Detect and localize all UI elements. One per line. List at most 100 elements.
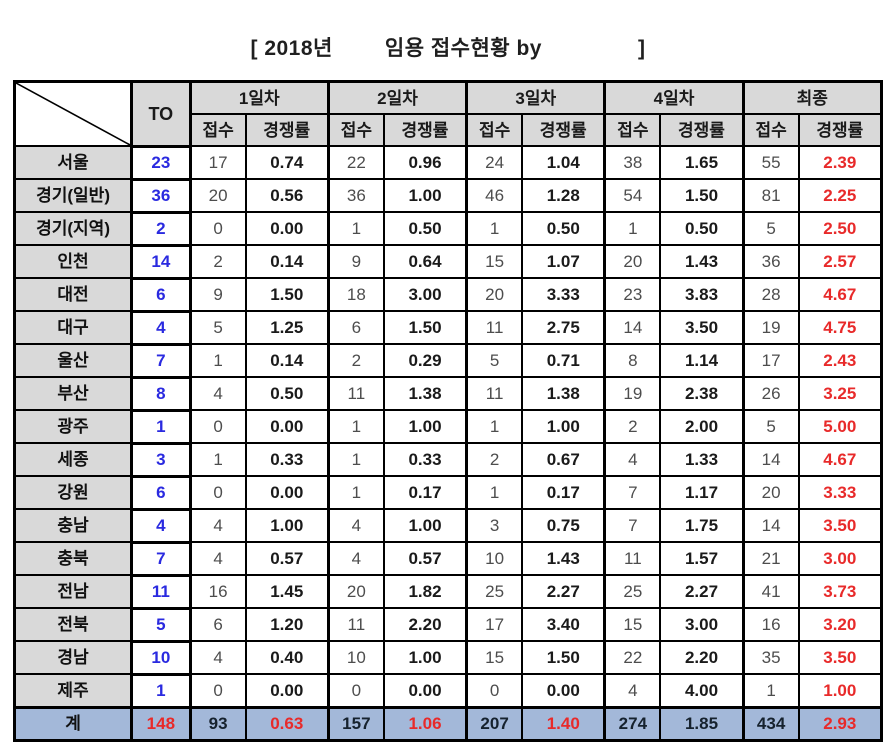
ratio-value: 1.50: [521, 640, 606, 675]
region-label: 충남: [13, 508, 133, 543]
ratio-value: 1.20: [244, 607, 330, 642]
ratio-value: 1.14: [659, 343, 745, 378]
apps-value: 3: [465, 508, 524, 543]
apps-value: 15: [465, 244, 524, 279]
apps-value: 2: [603, 409, 662, 444]
ratio-value: 0.00: [244, 475, 330, 510]
to-value: 4: [130, 507, 192, 544]
total-ratio-value: 2.93: [797, 705, 883, 741]
title-right: ]: [637, 37, 646, 60]
ratio-value: 0.96: [382, 145, 468, 180]
apps-value: 5: [741, 211, 800, 246]
apps-value: 20: [326, 574, 385, 609]
apps-value: 0: [326, 673, 385, 708]
apps-value: 2: [465, 442, 524, 477]
ratio-value: 1.50: [382, 310, 468, 345]
table-row: 부산 8 4 0.50 11 1.38 11 1.38 19 2.38 26 3.25: [13, 375, 883, 412]
ratio-value: 1.25: [244, 310, 330, 345]
region-label: 광주: [13, 409, 133, 444]
table-row: 경기(일반) 36 20 0.56 36 1.00 46 1.28 54 1.50 81 2.25: [13, 177, 883, 214]
apps-value: 23: [603, 277, 662, 312]
ratio-value: 0.17: [521, 475, 606, 510]
ratio-value: 1.50: [659, 178, 745, 213]
ratio-value: 3.83: [659, 277, 745, 312]
apps-value: 0: [188, 475, 247, 510]
region-label: 제주: [13, 673, 133, 708]
apps-value: 1: [465, 475, 524, 510]
apps-value: 1: [326, 409, 385, 444]
ratio-value: 1.00: [244, 508, 330, 543]
apps-value: 19: [741, 310, 800, 345]
total-ratio-value: 1.85: [659, 705, 745, 741]
to-value: 11: [130, 573, 192, 610]
region-label: 경남: [13, 640, 133, 675]
ratio-value: 1.50: [244, 277, 330, 312]
region-label: 세종: [13, 442, 133, 477]
apps-value: 11: [465, 376, 524, 411]
ratio-value: 0.40: [244, 640, 330, 675]
ratio-value: 3.00: [382, 277, 468, 312]
apps-value: 1: [188, 442, 247, 477]
subheader-apps: 접수: [326, 113, 385, 147]
apps-value: 46: [465, 178, 524, 213]
table-row: 대전 6 9 1.50 18 3.00 20 3.33 23 3.83 28 4.67: [13, 276, 883, 313]
table-row: 경남 10 4 0.40 10 1.00 15 1.50 22 2.20 35 3.50: [13, 639, 883, 676]
ratio-value: 2.00: [659, 409, 745, 444]
ratio-value: 4.75: [797, 310, 883, 345]
ratio-value: 3.73: [797, 574, 883, 609]
apps-value: 4: [188, 640, 247, 675]
total-ratio-value: 0.63: [244, 705, 330, 741]
ratio-value: 3.40: [521, 607, 606, 642]
ratio-value: 1.38: [382, 376, 468, 411]
to-value: 1: [130, 672, 192, 709]
ratio-value: 4.67: [797, 442, 883, 477]
ratio-value: 1.04: [521, 145, 606, 180]
ratio-value: 1.45: [244, 574, 330, 609]
ratio-value: 0.64: [382, 244, 468, 279]
table-row: 울산 7 1 0.14 2 0.29 5 0.71 8 1.14 17 2.43: [13, 342, 883, 379]
table-row: 대구 4 5 1.25 6 1.50 11 2.75 14 3.50 19 4.75: [13, 309, 883, 346]
ratio-value: 0.50: [521, 211, 606, 246]
total-row: 계 148 93 0.63 157 1.06 207 1.40 274 1.85 434 2.93: [13, 705, 883, 742]
apps-value: 11: [326, 607, 385, 642]
ratio-value: 3.00: [797, 541, 883, 576]
ratio-value: 0.00: [244, 211, 330, 246]
region-label: 대전: [13, 277, 133, 312]
apps-value: 5: [188, 310, 247, 345]
to-value: 23: [130, 144, 192, 181]
ratio-value: 0.74: [244, 145, 330, 180]
col-header-day2: 2일차: [326, 80, 468, 115]
ratio-value: 0.50: [659, 211, 745, 246]
apps-value: 10: [326, 640, 385, 675]
col-header-final: 최종: [741, 80, 883, 115]
ratio-value: 3.20: [797, 607, 883, 642]
apps-value: 19: [603, 376, 662, 411]
ratio-value: 3.33: [797, 475, 883, 510]
ratio-value: 0.29: [382, 343, 468, 378]
ratio-value: 2.25: [797, 178, 883, 213]
title-middle: 임용 접수현황 by: [384, 37, 542, 60]
ratio-value: 1.75: [659, 508, 745, 543]
apps-value: 38: [603, 145, 662, 180]
to-value: 3: [130, 441, 192, 478]
ratio-value: 1.82: [382, 574, 468, 609]
diagonal-line-icon: [16, 83, 130, 145]
apps-value: 1: [603, 211, 662, 246]
to-value: 6: [130, 276, 192, 313]
col-header-to: TO: [130, 80, 192, 147]
ratio-value: 0.57: [382, 541, 468, 576]
ratio-value: 4.00: [659, 673, 745, 708]
total-label: 계: [13, 705, 133, 741]
apps-value: 0: [188, 673, 247, 708]
to-value: 7: [130, 540, 192, 577]
apps-value: 6: [326, 310, 385, 345]
apps-value: 25: [465, 574, 524, 609]
corner-cell: [13, 80, 133, 147]
table-row: 강원 6 0 0.00 1 0.17 1 0.17 7 1.17 20 3.33: [13, 474, 883, 511]
apps-value: 0: [188, 409, 247, 444]
ratio-value: 1.43: [659, 244, 745, 279]
apps-value: 1: [188, 343, 247, 378]
apps-value: 4: [188, 508, 247, 543]
total-ratio-value: 1.06: [382, 705, 468, 741]
apps-value: 7: [603, 508, 662, 543]
